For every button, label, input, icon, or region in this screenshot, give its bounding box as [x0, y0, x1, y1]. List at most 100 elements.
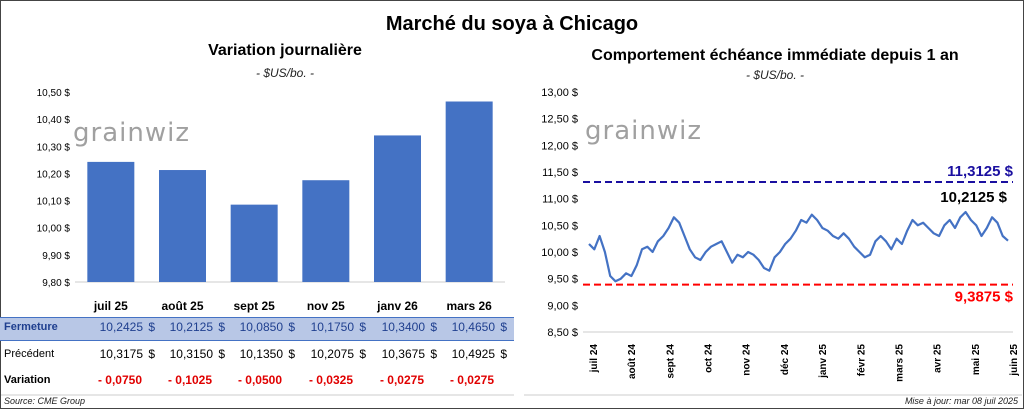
cell-currency: $ [359, 347, 366, 361]
y-tick-label: 10,50 $ [37, 88, 71, 99]
x-tick-label: févr 25 [856, 344, 867, 377]
y-tick-label: 10,00 $ [541, 247, 578, 259]
price-line [588, 210, 1009, 283]
y-tick-label: 10,20 $ [37, 169, 71, 180]
reference-line-label: 11,3125 $ [947, 163, 1014, 180]
x-tick-label: août 24 [627, 344, 638, 379]
cell-currency: $ [500, 347, 507, 361]
y-tick-label: 11,50 $ [542, 167, 578, 179]
bar [445, 101, 493, 282]
x-tick-label: nov 24 [742, 344, 753, 376]
table-cell-close: 10,4650 $ [437, 320, 507, 334]
y-tick-label: 12,00 $ [541, 140, 578, 152]
footer-source: Source: CME Group [4, 396, 86, 406]
cell-currency: $ [500, 320, 507, 334]
cell-value: 10,3150 [169, 347, 213, 361]
row-label-close: Fermeture [4, 321, 58, 333]
cell-currency: $ [148, 347, 155, 361]
x-tick-label: déc 24 [780, 344, 791, 376]
x-tick-label: sept 25 [233, 299, 275, 313]
cell-currency: $ [148, 320, 155, 334]
y-tick-label: 10,50 $ [541, 220, 578, 232]
y-tick-label: 8,50 $ [547, 327, 578, 339]
y-tick-label: 10,40 $ [37, 115, 71, 126]
table-cell-close: 10,0850 $ [225, 320, 295, 334]
row-label-previous: Précédent [4, 348, 55, 360]
cell-value: 10,3675 [381, 347, 425, 361]
right-line-chart: 8,50 $ 9,00 $ 9,50 $ 10,00 $ 10,50 $ 11,00 $ 1… [541, 87, 1020, 382]
cell-value: 10,4650 [451, 320, 495, 334]
cell-value: 10,3400 [381, 320, 425, 334]
left-panel-subtitle: - $US/bo. - [255, 66, 315, 80]
y-tick-label: 10,10 $ [37, 197, 71, 208]
x-tick-label: oct 24 [704, 344, 715, 373]
table-cell-variation: - 0,0500 [237, 373, 283, 387]
y-tick-label: 10,30 $ [37, 142, 71, 153]
x-tick-label: juin 25 [1009, 344, 1020, 377]
x-tick-label: janv 26 [376, 299, 418, 313]
cell-value: 10,4925 [451, 347, 495, 361]
cell-currency: $ [218, 347, 225, 361]
table-cell-previous: 10,3150 $ [155, 347, 225, 361]
cell-value: 10,1350 [239, 347, 283, 361]
cell-currency: $ [288, 347, 295, 361]
table-cell-previous: 10,1350 $ [225, 347, 295, 361]
bar [159, 170, 206, 282]
x-tick-label: mars 26 [446, 299, 492, 313]
x-tick-label: sept 24 [665, 344, 676, 379]
x-tick-label: mars 25 [894, 344, 905, 382]
bar [374, 135, 421, 282]
table-cell-variation: - 0,1025 [167, 373, 213, 387]
bar [302, 180, 350, 282]
cell-value: 10,1750 [310, 320, 354, 334]
table-cell-variation: - 0,0275 [379, 373, 425, 387]
cell-currency: $ [430, 320, 437, 334]
table-cell-close: 10,3400 $ [367, 320, 437, 334]
cell-value: 10,2125 [169, 320, 213, 334]
x-tick-label: janv 25 [818, 344, 829, 379]
cell-value: 10,0850 [239, 320, 283, 334]
cell-value: 10,3175 [99, 347, 143, 361]
table-cell-previous: 10,3175 $ [85, 347, 155, 361]
cell-currency: $ [430, 347, 437, 361]
x-tick-label: nov 25 [307, 299, 345, 313]
x-tick-label: juil 25 [93, 299, 128, 313]
table-cell-variation: - 0,0325 [308, 373, 354, 387]
cell-value: 10,2075 [310, 347, 354, 361]
cell-currency: $ [218, 320, 225, 334]
right-panel-title: Comportement échéance immédiate depuis 1… [591, 47, 959, 64]
y-tick-label: 9,50 $ [547, 274, 578, 286]
left-bar-chart: 9,80 $ 9,90 $ 10,00 $ 10,10 $ 10,20 $ 10,30 $… [37, 88, 505, 313]
last-value-label: 10,2125 $ [940, 189, 1007, 206]
main-title: Marché du soya à Chicago [385, 13, 639, 35]
y-tick-label: 11,00 $ [542, 194, 578, 206]
row-label-variation: Variation [4, 374, 51, 386]
table-cell-variation: - 0,0750 [97, 373, 143, 387]
y-tick-label: 9,90 $ [42, 251, 70, 262]
bar [87, 161, 135, 282]
y-tick-label: 13,00 $ [541, 87, 578, 99]
bar [230, 204, 278, 282]
table-cell-close: 10,2125 $ [155, 320, 225, 334]
footer-updated: Mise à jour: mar 08 juil 2025 [904, 396, 1018, 406]
y-tick-label: 12,50 $ [541, 114, 578, 126]
right-panel-subtitle: - $US/bo. - [745, 68, 805, 82]
close-row-background [0, 317, 514, 341]
table-cell-variation: - 0,0275 [449, 373, 495, 387]
table-cell-previous: 10,3675 $ [367, 347, 437, 361]
y-tick-label: 10,00 $ [37, 224, 71, 235]
cell-currency: $ [288, 320, 295, 334]
cell-value: 10,2425 [99, 320, 143, 334]
x-tick-label: avr 25 [933, 344, 944, 373]
left-panel-title: Variation journalière [208, 42, 362, 59]
grainwiz-watermark-right: grainwiz [585, 116, 702, 146]
y-tick-label: 9,00 $ [547, 300, 578, 312]
x-tick-label: mai 25 [971, 344, 982, 376]
table-cell-close: 10,1750 $ [296, 320, 366, 334]
y-tick-label: 9,80 $ [42, 278, 70, 289]
x-tick-label: août 25 [161, 299, 203, 313]
table-cell-previous: 10,2075 $ [296, 347, 366, 361]
table-cell-close: 10,2425 $ [85, 320, 155, 334]
table-cell-previous: 10,4925 $ [437, 347, 507, 361]
